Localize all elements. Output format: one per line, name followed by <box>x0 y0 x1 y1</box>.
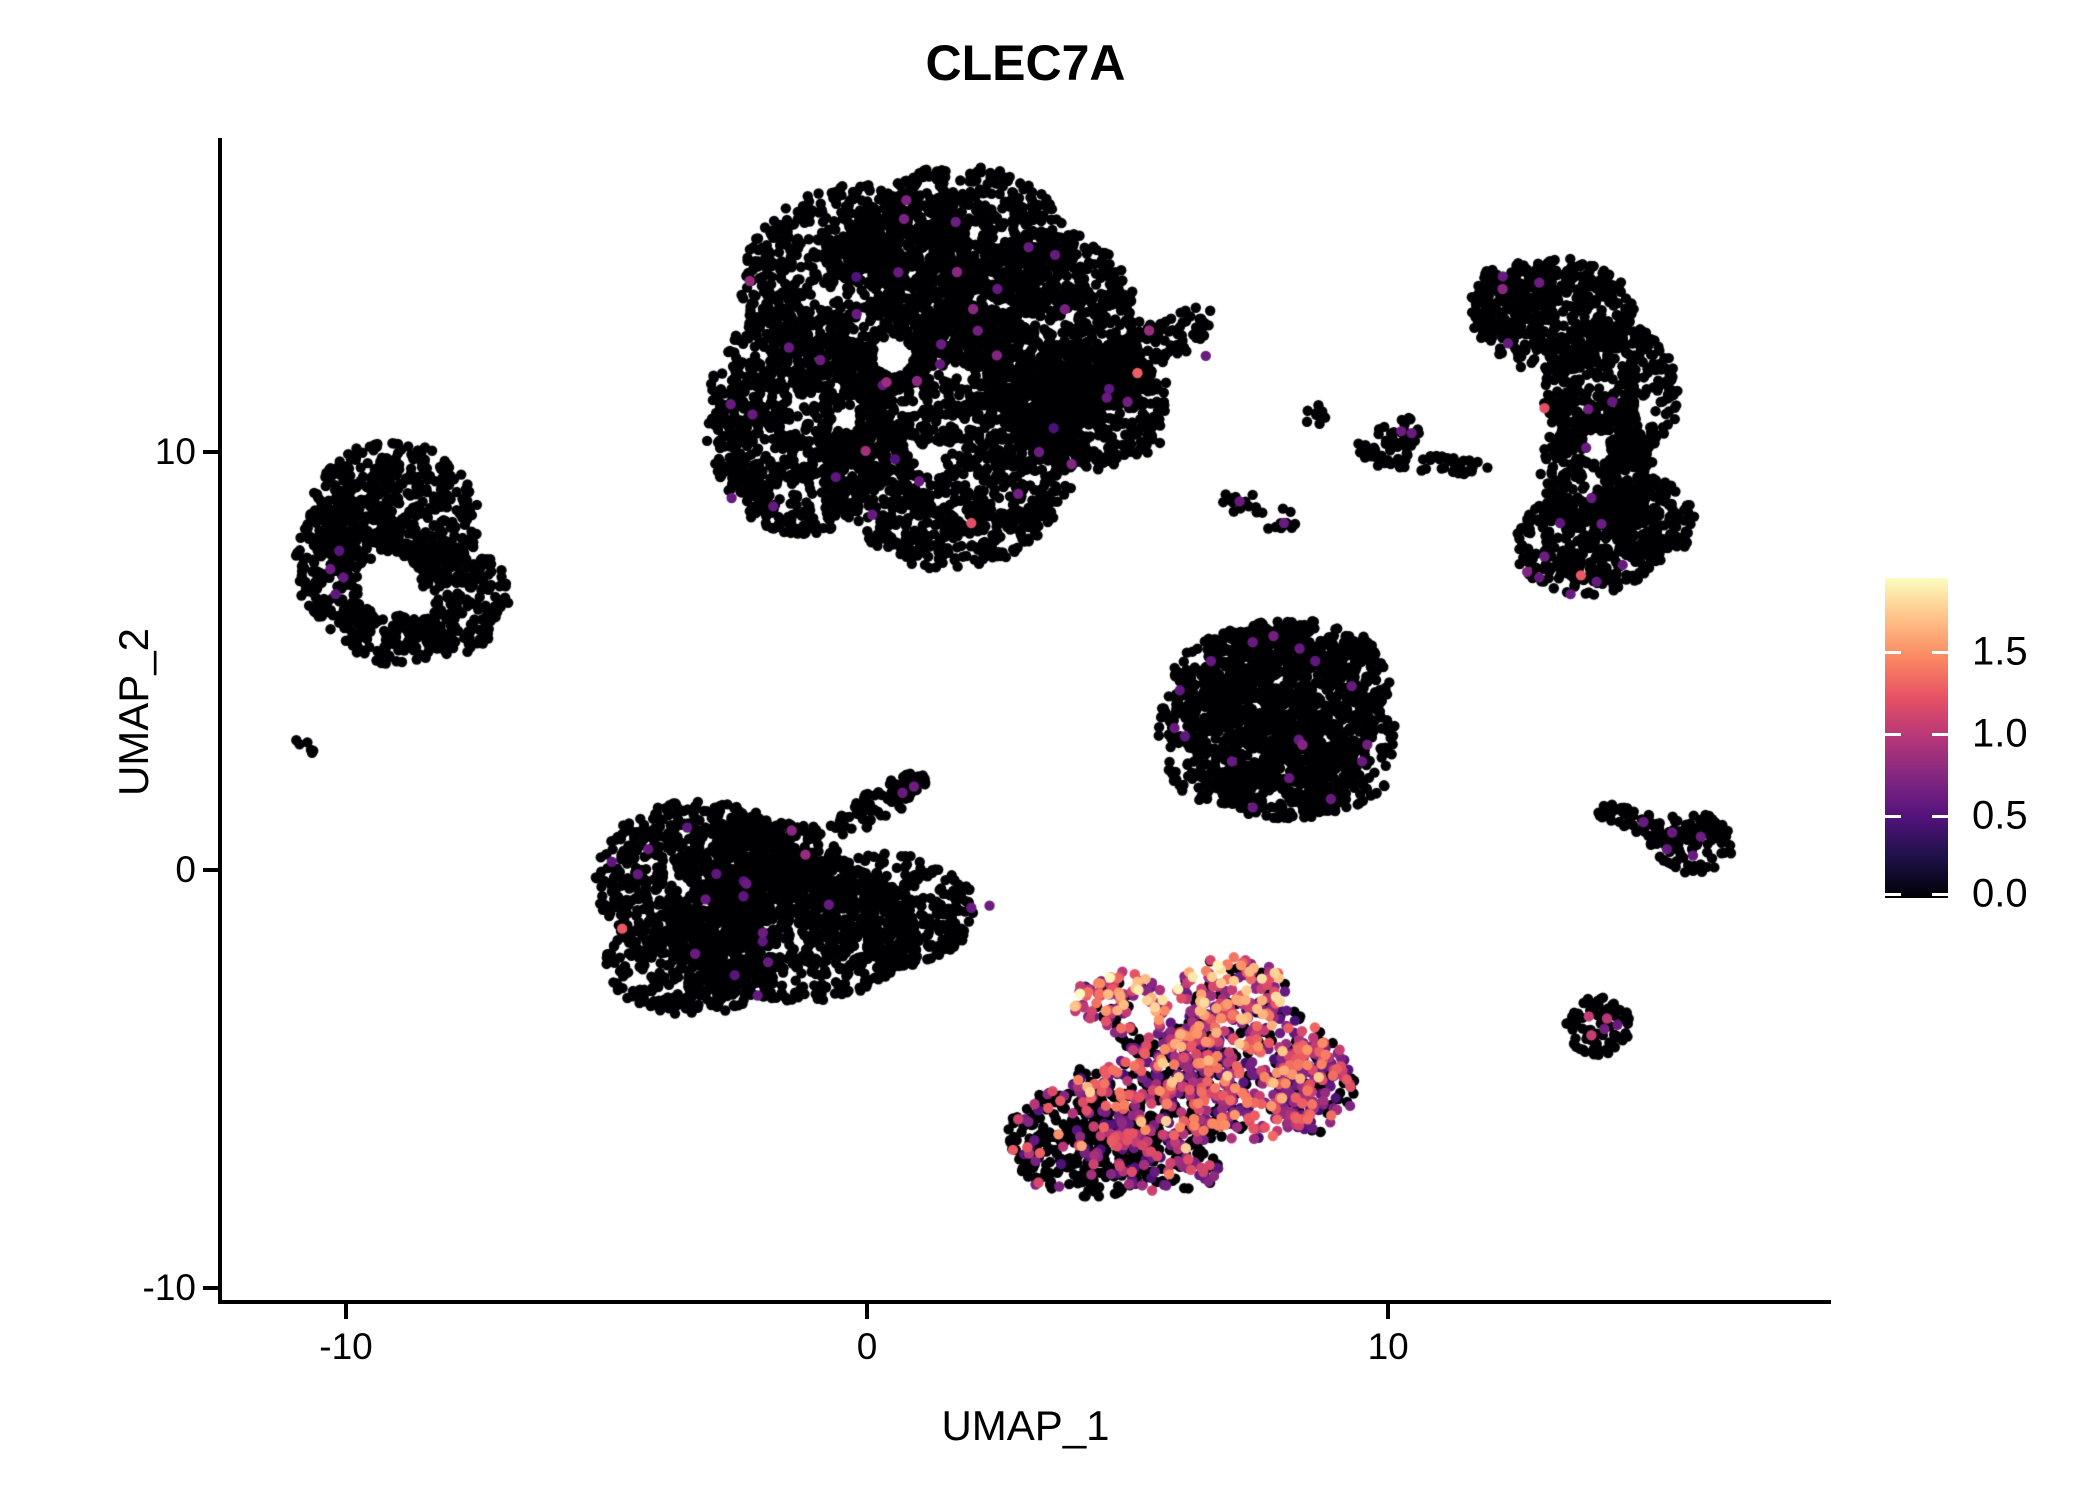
colorbar-notch <box>1885 814 1901 818</box>
colorbar-notch <box>1932 732 1948 736</box>
x-axis-line <box>218 1300 1831 1304</box>
colorbar-notch <box>1885 732 1901 736</box>
y-axis-tick-label-10: 10 <box>154 430 196 472</box>
y-axis-title: UMAP_2 <box>110 627 157 797</box>
colorbar-label-1.5: 1.5 <box>1972 629 2028 674</box>
colorbar-notch <box>1885 893 1901 896</box>
colorbar-notch <box>1932 814 1948 818</box>
colorbar-label-1.0: 1.0 <box>1972 711 2028 756</box>
colorbar-notch <box>1932 650 1948 654</box>
x-axis-tick-minus10 <box>344 1304 349 1319</box>
x-axis-title: UMAP_1 <box>941 1402 1110 1449</box>
colorbar-label-0.0: 0.0 <box>1972 871 2028 916</box>
y-axis-tick-label-0: 0 <box>175 849 196 891</box>
colorbar-notch <box>1885 650 1901 654</box>
y-axis-tick-10 <box>203 449 218 454</box>
y-axis-tick-0 <box>203 868 218 873</box>
x-axis-tick-10 <box>1386 1304 1391 1319</box>
x-axis-tick-0 <box>865 1304 870 1319</box>
y-axis-tick-label-minus10: -10 <box>142 1267 196 1309</box>
x-axis-tick-label-0: 0 <box>856 1326 878 1367</box>
plot-title: CLEC7A <box>925 35 1126 91</box>
y-axis-tick-minus10 <box>203 1286 218 1291</box>
expression-colorbar <box>1885 578 1948 898</box>
colorbar-label-0.5: 0.5 <box>1972 793 2028 838</box>
x-axis-tick-label-minus10: -10 <box>319 1326 373 1367</box>
y-axis-line <box>218 138 222 1304</box>
x-axis-tick-label-10: 10 <box>1367 1326 1409 1367</box>
colorbar-notch <box>1932 893 1948 896</box>
